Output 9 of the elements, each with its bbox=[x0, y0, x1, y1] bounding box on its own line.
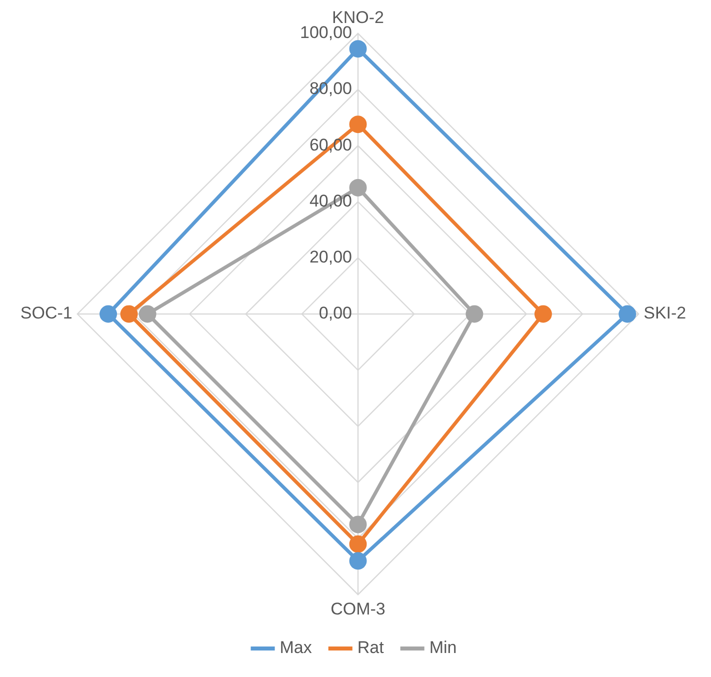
spoke-label: COM-3 bbox=[330, 599, 386, 618]
spoke-label: SKI-2 bbox=[644, 304, 686, 323]
y-tick-label: 20,00 bbox=[309, 248, 352, 267]
y-tick-label: 40,00 bbox=[309, 191, 352, 210]
legend-label: Min bbox=[429, 638, 457, 658]
spoke-label: SOC-1 bbox=[20, 304, 72, 323]
legend-label: Rat bbox=[357, 638, 384, 658]
legend-label: Max bbox=[280, 638, 312, 658]
y-tick-label: 0,00 bbox=[318, 304, 352, 323]
